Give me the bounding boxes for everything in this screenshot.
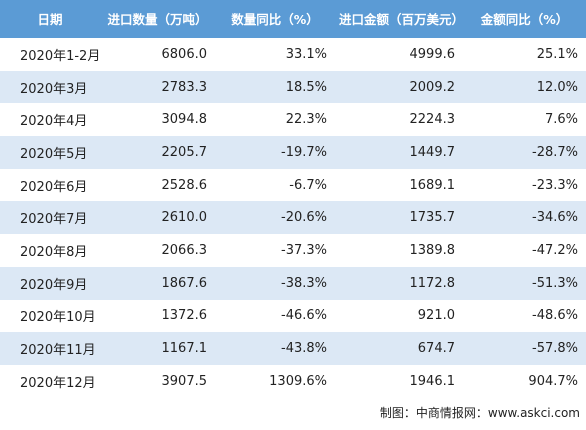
- header-cell: 进口金额（百万美元）: [335, 0, 464, 38]
- table-cell: -28.7%: [463, 136, 586, 169]
- table-cell: 1867.6: [100, 266, 215, 300]
- table-cell: -47.2%: [532, 242, 578, 258]
- table-cell: -37.3%: [281, 242, 327, 258]
- table-cell: 921.0: [417, 308, 455, 324]
- table-cell: 18.5%: [215, 70, 335, 104]
- table-cell: 33.1%: [285, 46, 327, 62]
- table-cell: 2020年5月: [0, 136, 100, 169]
- table-cell: 1946.1: [409, 373, 456, 389]
- table-cell: 1689.1: [409, 177, 456, 193]
- table-cell: 1389.8: [409, 242, 456, 258]
- table-row: 2020年1-2月 6806.0 33.1% 4999.6 25.1%: [0, 38, 586, 71]
- header-cell: 日期: [0, 0, 100, 38]
- table-cell: -34.6%: [463, 201, 586, 235]
- table-cell: -48.6%: [532, 308, 578, 324]
- table-row: 2020年5月 2205.7 -19.7% 1449.7 -28.7%: [0, 136, 586, 169]
- table-cell: -46.6%: [281, 308, 327, 324]
- table-row: 2020年6月 2528.6 -6.7% 1689.1 -23.3%: [0, 169, 586, 202]
- footer: 制图：中商情报网：www.askci.com: [379, 406, 580, 420]
- table-cell: 2009.2: [335, 70, 463, 104]
- table-cell: -23.3%: [532, 177, 578, 193]
- table-cell: 2020年11月: [0, 332, 100, 365]
- table-cell: 2020年9月: [0, 266, 100, 300]
- table-cell: 7.6%: [544, 112, 578, 128]
- table-cell: 2610.0: [100, 201, 215, 235]
- data-table: 日期 进口数量（万吨） 数量同比（%） 进口金额（百万美元） 金额同比（%） 2020年…: [0, 0, 586, 398]
- table-cell: -43.8%: [215, 332, 335, 365]
- table-cell: 1309.6%: [269, 373, 327, 389]
- table-cell: 2783.3: [100, 70, 215, 104]
- header-cell: 数量同比（%）: [215, 0, 335, 38]
- table-cell: 2020年4月: [20, 114, 88, 130]
- table-row: 2020年8月 2066.3 -37.3% 1389.8 -47.2%: [0, 234, 586, 267]
- table-cell: 2020年6月: [20, 179, 88, 195]
- table-cell: 2020年10月: [20, 310, 96, 326]
- table-cell: 3907.5: [161, 373, 208, 389]
- header-row: 日期 进口数量（万吨） 数量同比（%） 进口金额（百万美元） 金额同比（%）: [0, 0, 586, 38]
- table-cell: 2020年12月: [20, 375, 96, 391]
- table-cell: 22.3%: [285, 112, 327, 128]
- table-row: 2020年4月 3094.8 22.3% 2224.3 7.6%: [0, 103, 586, 136]
- table-cell: 2224.3: [409, 112, 456, 128]
- table-cell: 904.7%: [528, 373, 578, 389]
- table-cell: 1735.7: [335, 201, 463, 235]
- table-row: 2020年3月 2783.3 18.5% 2009.2 12.0%: [0, 70, 586, 104]
- table-cell: 2020年3月: [0, 70, 100, 104]
- table-row: 2020年7月 2610.0 -20.6% 1735.7 -34.6%: [0, 201, 586, 235]
- table-cell: 1172.8: [335, 266, 463, 300]
- table-cell: 2020年1-2月: [20, 48, 101, 64]
- table-cell: -20.6%: [215, 201, 335, 235]
- table-cell: 1372.6: [161, 308, 208, 324]
- table-row: 2020年9月 1867.6 -38.3% 1172.8 -51.3%: [0, 266, 586, 300]
- table-cell: 6806.0: [161, 46, 208, 62]
- table-cell: 2205.7: [100, 136, 215, 169]
- table-cell: 25.1%: [536, 46, 578, 62]
- table-cell: -57.8%: [463, 332, 586, 365]
- table-cell: 1449.7: [335, 136, 463, 169]
- table-row: 2020年11月 1167.1 -43.8% 674.7 -57.8%: [0, 332, 586, 365]
- table-cell: 4999.6: [409, 46, 456, 62]
- table-cell: -51.3%: [463, 266, 586, 300]
- table-cell: 2528.6: [161, 177, 208, 193]
- table-row: 2020年12月 3907.5 1309.6% 1946.1 904.7%: [0, 365, 586, 398]
- table-cell: 2020年7月: [0, 201, 100, 235]
- table-cell: 2020年8月: [20, 244, 88, 260]
- table-body: 2020年1-2月 6806.0 33.1% 4999.6 25.1% 2020年3月 27…: [0, 38, 586, 398]
- table-cell: -19.7%: [215, 136, 335, 169]
- header-cell: 金额同比（%）: [463, 0, 586, 38]
- table-cell: 2066.3: [161, 242, 208, 258]
- header-cell: 进口数量（万吨）: [100, 0, 215, 38]
- table-cell: 12.0%: [463, 70, 586, 104]
- table-cell: 1167.1: [100, 332, 215, 365]
- table-cell: 674.7: [335, 332, 463, 365]
- table-cell: 3094.8: [161, 112, 208, 128]
- table-cell: -38.3%: [215, 266, 335, 300]
- table-cell: -6.7%: [289, 177, 327, 193]
- table-row: 2020年10月 1372.6 -46.6% 921.0 -48.6%: [0, 300, 586, 333]
